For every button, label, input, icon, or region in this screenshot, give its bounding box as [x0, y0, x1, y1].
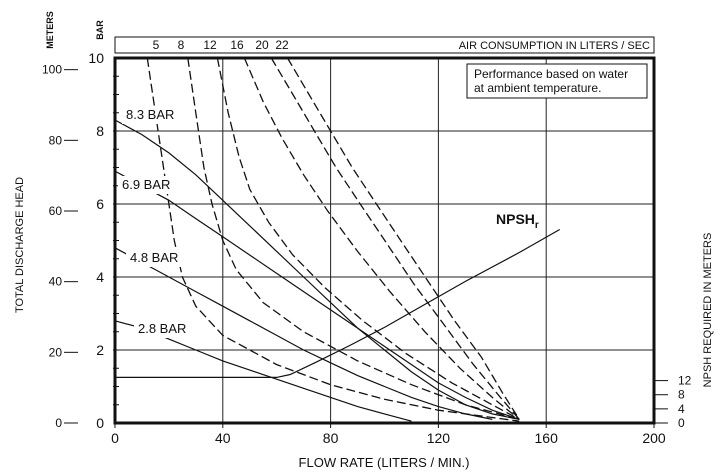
air-curve-22 — [286, 57, 520, 420]
pressure-curve-labels: 8.3 BAR 6.9 BAR 4.8 BAR 2.8 BAR — [118, 106, 204, 338]
pressure-label: 2.8 BAR — [138, 321, 186, 336]
bar-tick-label: 10 — [88, 50, 104, 66]
air-consumption-curves — [146, 57, 520, 422]
pressure-curve-8-3-BAR — [114, 119, 520, 420]
npsh-tick-label: 0 — [678, 416, 685, 430]
pressure-curves — [114, 119, 520, 422]
npsh-tick-label: 12 — [678, 374, 692, 388]
meter-tick-label: 20 — [49, 345, 63, 359]
pressure-label-bg — [118, 176, 188, 194]
air-tick-label: 22 — [275, 38, 289, 52]
x-tick-label: 80 — [323, 430, 339, 446]
bar-tick-label: 8 — [96, 123, 104, 139]
meter-tick-label: 60 — [49, 204, 63, 218]
meter-tick-label: 40 — [49, 275, 63, 289]
x-axis-title: FLOW RATE (LITERS / MIN.) — [299, 455, 470, 470]
x-tick-label: 200 — [642, 430, 666, 446]
npsh-tick-label: 8 — [678, 388, 685, 402]
meter-tick-label: 100 — [42, 63, 62, 77]
air-curve-20 — [270, 57, 520, 420]
note-line-1: Performance based on water — [474, 67, 628, 81]
npsh-curve — [115, 228, 560, 378]
x-tick-label: 40 — [215, 430, 231, 446]
bar-tick-label: 6 — [96, 196, 104, 212]
air-curve-12 — [216, 57, 520, 420]
air-curve-16 — [243, 57, 520, 420]
x-tick-label: 120 — [427, 430, 451, 446]
air-tick-label: 5 — [153, 38, 160, 52]
air-tick-label: 20 — [255, 38, 269, 52]
air-tick-label: 12 — [203, 38, 217, 52]
y-axis-title-right: NPSH REQUIRED IN METERS — [702, 233, 714, 388]
x-tick-label: 0 — [111, 430, 119, 446]
air-curve-5 — [146, 57, 520, 422]
air-tick-label: 16 — [230, 38, 244, 52]
pressure-label-bg — [134, 320, 204, 338]
meters-unit-label: METERS — [45, 11, 55, 49]
pressure-label-bg — [126, 249, 196, 267]
npsh-label: NPSHr — [496, 211, 539, 231]
meter-axis-ticks: 0 20 40 60 80 100 — [42, 63, 78, 430]
x-axis-ticks: 0 40 80 120 160 200 — [111, 423, 666, 446]
bar-tick-label: 4 — [96, 269, 104, 285]
air-curve-8 — [187, 57, 520, 421]
x-tick-label: 160 — [535, 430, 559, 446]
air-tick-label: 8 — [178, 38, 185, 52]
air-consumption-axis-label: AIR CONSUMPTION IN LITERS / SEC — [459, 40, 650, 52]
note-box — [466, 63, 648, 99]
pressure-label: 4.8 BAR — [130, 250, 178, 265]
note-line-2: at ambient temperature. — [474, 81, 601, 95]
y-axis-title-left: TOTAL DISCHARGE HEAD — [14, 177, 26, 313]
pressure-curve-4-8-BAR — [114, 247, 493, 420]
npsh-curve-group — [115, 228, 560, 378]
pressure-label-bg — [122, 106, 192, 124]
meter-tick-label: 80 — [49, 133, 63, 147]
pressure-label: 6.9 BAR — [122, 177, 170, 192]
air-consumption-header-box — [114, 36, 655, 54]
bar-tick-label: 0 — [96, 415, 104, 431]
meter-tick-label: 0 — [55, 416, 62, 430]
npsh-tick-label: 4 — [678, 402, 685, 416]
air-consumption-tick-labels: 5 8 12 16 20 22 — [153, 38, 289, 52]
bar-tick-label: 2 — [96, 342, 104, 358]
pressure-curve-6-9-BAR — [114, 170, 520, 420]
bar-unit-label: BAR — [95, 20, 105, 40]
bar-axis-ticks: 0 2 4 6 8 10 — [88, 50, 119, 431]
pressure-label: 8.3 BAR — [126, 107, 174, 122]
